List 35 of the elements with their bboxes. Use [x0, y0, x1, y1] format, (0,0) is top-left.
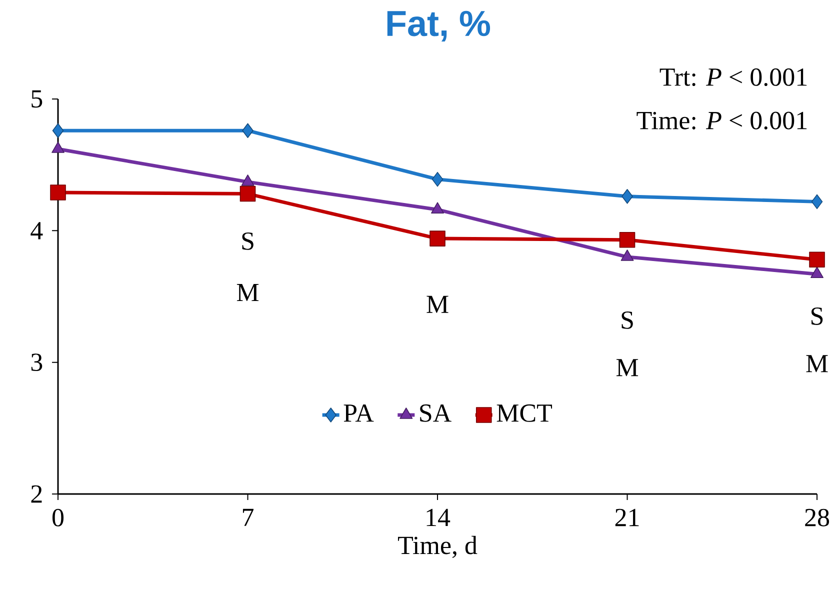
annotation: S: [622, 311, 633, 329]
annotation: S: [812, 308, 823, 325]
x-tick-label: 14: [426, 508, 450, 526]
annotation: M: [616, 359, 638, 376]
annotation: Time: P < 0.001: [636, 112, 807, 130]
x-tick-label: 0: [52, 508, 64, 526]
y-tick-label: 4: [30, 222, 43, 240]
legend-label: SA: [420, 404, 452, 422]
point: [809, 252, 825, 268]
point: [50, 184, 66, 200]
point: [810, 266, 824, 278]
point: [242, 123, 254, 138]
point: [811, 194, 823, 210]
point: [620, 250, 634, 261]
legend-label: PA: [344, 404, 374, 422]
x-tick-label: 7: [242, 508, 254, 526]
y-tick-label: 5: [32, 90, 42, 108]
annotation: M: [236, 284, 259, 302]
x-tick-label: 28: [805, 508, 830, 526]
x-tick-label: 21: [615, 508, 639, 526]
annotation: S: [242, 232, 254, 250]
legend-label: MCT: [496, 404, 552, 422]
y-tick-label: 3: [31, 354, 42, 372]
point: [430, 230, 446, 246]
text: Trt: P < 0.001: [660, 68, 807, 86]
annotation: M: [426, 296, 448, 313]
chart-title: Fat, %: [387, 10, 490, 42]
point: [619, 232, 636, 248]
point: [240, 186, 256, 202]
point: [622, 189, 633, 204]
y-tick-label: 2: [31, 485, 42, 503]
x-axis-title: Time, d: [398, 536, 478, 558]
point: [432, 172, 444, 187]
annotation: M: [806, 355, 828, 372]
point: [52, 123, 64, 138]
